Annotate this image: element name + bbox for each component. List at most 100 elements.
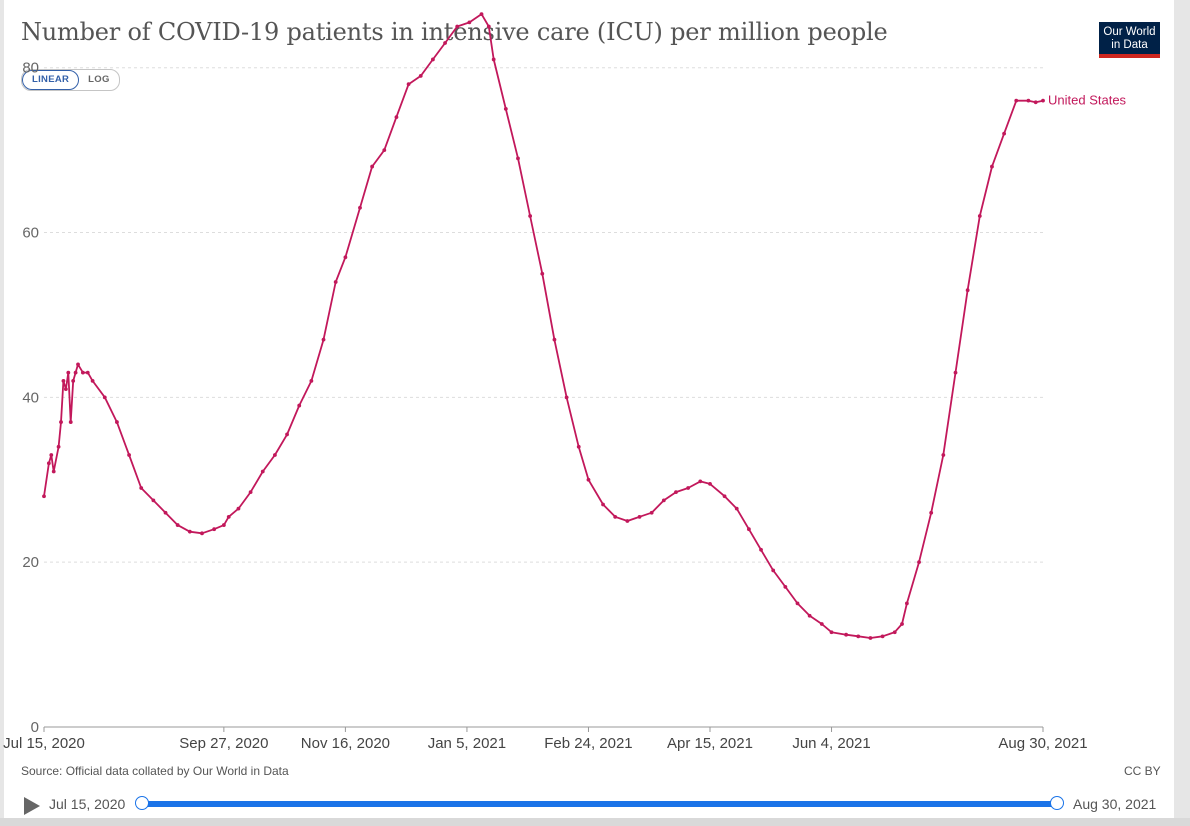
data-point	[486, 24, 491, 29]
y-tick-label: 20	[22, 554, 39, 571]
data-point	[829, 630, 834, 635]
x-tick-label: Feb 24, 2021	[544, 735, 632, 752]
data-point	[248, 490, 253, 495]
data-point	[85, 370, 90, 375]
data-point	[698, 479, 703, 484]
data-point	[1014, 98, 1019, 103]
data-point	[151, 498, 156, 503]
timeline-start-label: Jul 15, 2020	[49, 796, 126, 812]
data-point	[795, 601, 800, 606]
data-point	[221, 523, 226, 527]
data-point	[370, 164, 375, 169]
data-point	[406, 82, 411, 87]
data-point	[102, 395, 107, 400]
data-point	[63, 387, 68, 392]
data-point	[708, 481, 712, 486]
data-point	[503, 106, 508, 111]
data-point	[880, 634, 885, 639]
data-point	[759, 547, 763, 552]
data-point	[977, 214, 982, 218]
data-point	[139, 486, 144, 490]
data-point	[491, 57, 496, 62]
data-point	[625, 519, 630, 523]
data-point	[917, 560, 921, 565]
data-point	[443, 41, 447, 45]
data-point	[783, 584, 788, 589]
bottom-strip	[0, 818, 1190, 826]
data-point	[856, 634, 861, 639]
data-point	[1002, 131, 1007, 136]
data-point	[965, 288, 970, 293]
data-point	[941, 453, 946, 457]
data-point	[637, 514, 642, 519]
data-point	[115, 420, 119, 424]
data-point	[734, 506, 739, 511]
linear-scale-button[interactable]: LINEAR	[22, 70, 80, 90]
chart-title: Number of COVID-19 patients in intensive…	[21, 18, 888, 46]
data-point	[904, 601, 909, 606]
license-link[interactable]: CC BY	[1124, 764, 1161, 778]
data-point	[674, 490, 678, 495]
data-point	[73, 370, 78, 375]
timeline-end-handle[interactable]	[1050, 796, 1064, 810]
data-point	[394, 115, 399, 120]
data-point	[309, 378, 314, 383]
data-point	[746, 527, 751, 532]
data-point	[479, 12, 484, 17]
data-point	[516, 156, 520, 161]
data-point	[175, 523, 180, 527]
data-point	[649, 510, 654, 515]
data-point	[868, 636, 873, 640]
x-tick-label: Nov 16, 2020	[301, 735, 390, 752]
scale-toggle: LINEAR LOG	[21, 69, 120, 91]
data-point	[273, 453, 277, 457]
data-point	[661, 498, 666, 503]
data-point	[76, 362, 80, 367]
x-tick-label: Aug 30, 2021	[998, 735, 1087, 752]
data-point	[990, 164, 994, 169]
x-tick-label: Jul 15, 2020	[3, 735, 85, 752]
data-point	[236, 506, 241, 511]
data-point	[46, 461, 51, 466]
data-point	[528, 214, 533, 218]
data-point	[56, 444, 61, 449]
data-point	[321, 337, 326, 342]
data-point	[260, 469, 265, 474]
timeline-start-handle[interactable]	[135, 796, 149, 810]
data-point	[819, 622, 824, 626]
timeline-end-label: Aug 30, 2021	[1073, 796, 1157, 812]
y-tick-label: 60	[22, 225, 39, 242]
data-point	[1026, 98, 1031, 103]
data-point	[343, 255, 348, 260]
data-point	[382, 148, 387, 153]
data-point	[601, 502, 605, 507]
data-point	[358, 205, 362, 210]
data-point	[42, 494, 46, 499]
data-point	[80, 370, 85, 375]
data-point	[418, 74, 423, 78]
y-tick-label: 80	[22, 60, 39, 77]
source-note[interactable]: Source: Official data collated by Our Wo…	[21, 764, 289, 778]
logo-line-2: in Data	[1111, 39, 1148, 51]
data-point	[467, 20, 472, 25]
line-chart: 0 20 40 60 80 Jul 15, 2020 Sep 27, 2020 Nov 16,…	[3, 12, 1127, 752]
data-point	[953, 370, 958, 375]
log-scale-button[interactable]: LOG	[88, 74, 110, 85]
data-point	[90, 378, 95, 383]
data-point	[900, 622, 904, 626]
data-point	[1033, 100, 1038, 105]
data-point	[686, 486, 691, 490]
x-tick-label: Sep 27, 2020	[179, 735, 268, 752]
logo-line-1: Our World	[1103, 26, 1156, 38]
data-point	[576, 444, 581, 449]
data-point	[297, 403, 302, 408]
data-point	[807, 613, 812, 618]
data-point	[844, 632, 849, 637]
data-point	[226, 514, 231, 519]
owid-logo[interactable]: Our World in Data	[1099, 22, 1160, 58]
timeline-slider-track[interactable]	[142, 801, 1057, 807]
play-icon[interactable]	[24, 797, 40, 815]
data-point	[61, 378, 66, 383]
data-point	[552, 337, 557, 342]
series-label-united-states: United States	[1048, 93, 1127, 108]
